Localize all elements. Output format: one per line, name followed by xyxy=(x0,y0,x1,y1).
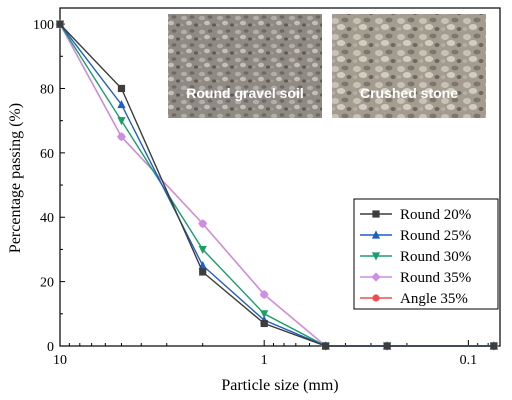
photo-caption-crushed-stone: Crushed stone xyxy=(360,85,458,101)
legend-entry-round-20: Round 20% xyxy=(360,207,471,223)
legend-entry-round-30: Round 30% xyxy=(360,249,471,265)
data-point xyxy=(116,132,127,142)
photo-caption-round-gravel: Round gravel soil xyxy=(186,85,303,101)
photo-round-gravel-soil: Round gravel soil xyxy=(168,14,322,118)
data-point xyxy=(490,342,498,350)
y-tick-label: 40 xyxy=(40,211,54,226)
data-point xyxy=(322,342,330,350)
legend: Round 20% Round 25% Round 30% Round 35% Angl… xyxy=(353,198,499,310)
data-point xyxy=(260,319,268,328)
y-tick-label: 100 xyxy=(33,18,54,33)
data-point xyxy=(117,99,126,109)
legend-entry-round-35: Round 35% xyxy=(360,270,471,286)
legend-label: Round 25% xyxy=(400,228,471,244)
legend-marker xyxy=(371,252,381,261)
legend-marker xyxy=(372,294,380,302)
gravel-photo-texture xyxy=(168,14,322,118)
series-round-20 xyxy=(56,20,498,350)
data-point xyxy=(198,245,207,255)
legend-label: Angle 35% xyxy=(400,291,468,307)
stone-photo-texture xyxy=(332,14,486,118)
x-tick-label: 1 xyxy=(261,353,268,368)
y-tick-label: 60 xyxy=(40,147,54,162)
axis-ticks: 0 20 40 60 80 100 10 1 0.1 xyxy=(33,18,489,368)
legend-marker xyxy=(371,272,381,282)
data-point xyxy=(383,342,391,350)
y-axis-label: Percentage passing (%) xyxy=(7,103,24,253)
data-point xyxy=(199,268,207,276)
x-tick-label: 10 xyxy=(53,353,67,368)
data-point xyxy=(259,289,269,300)
series-layer xyxy=(55,19,499,351)
data-point xyxy=(198,219,208,229)
x-tick-label: 0.1 xyxy=(460,353,478,368)
data-point xyxy=(56,20,64,28)
legend-label: Round 30% xyxy=(400,249,471,265)
y-tick-label: 80 xyxy=(40,82,54,97)
legend-entry-angle-35: Angle 35% xyxy=(360,291,468,307)
y-tick-label: 0 xyxy=(47,340,54,355)
data-point xyxy=(117,84,126,93)
plot-frame xyxy=(59,7,501,347)
photo-crushed-stone: Crushed stone xyxy=(332,14,486,118)
legend-label: Round 20% xyxy=(400,207,471,223)
legend-entry-round-25: Round 25% xyxy=(360,228,471,244)
legend-label: Round 35% xyxy=(400,270,471,286)
y-tick-label: 20 xyxy=(40,276,54,291)
data-point xyxy=(260,310,269,319)
x-axis-label: Particle size (mm) xyxy=(221,377,338,394)
data-point xyxy=(117,117,126,126)
legend-marker xyxy=(372,210,380,218)
legend-marker xyxy=(371,230,381,239)
